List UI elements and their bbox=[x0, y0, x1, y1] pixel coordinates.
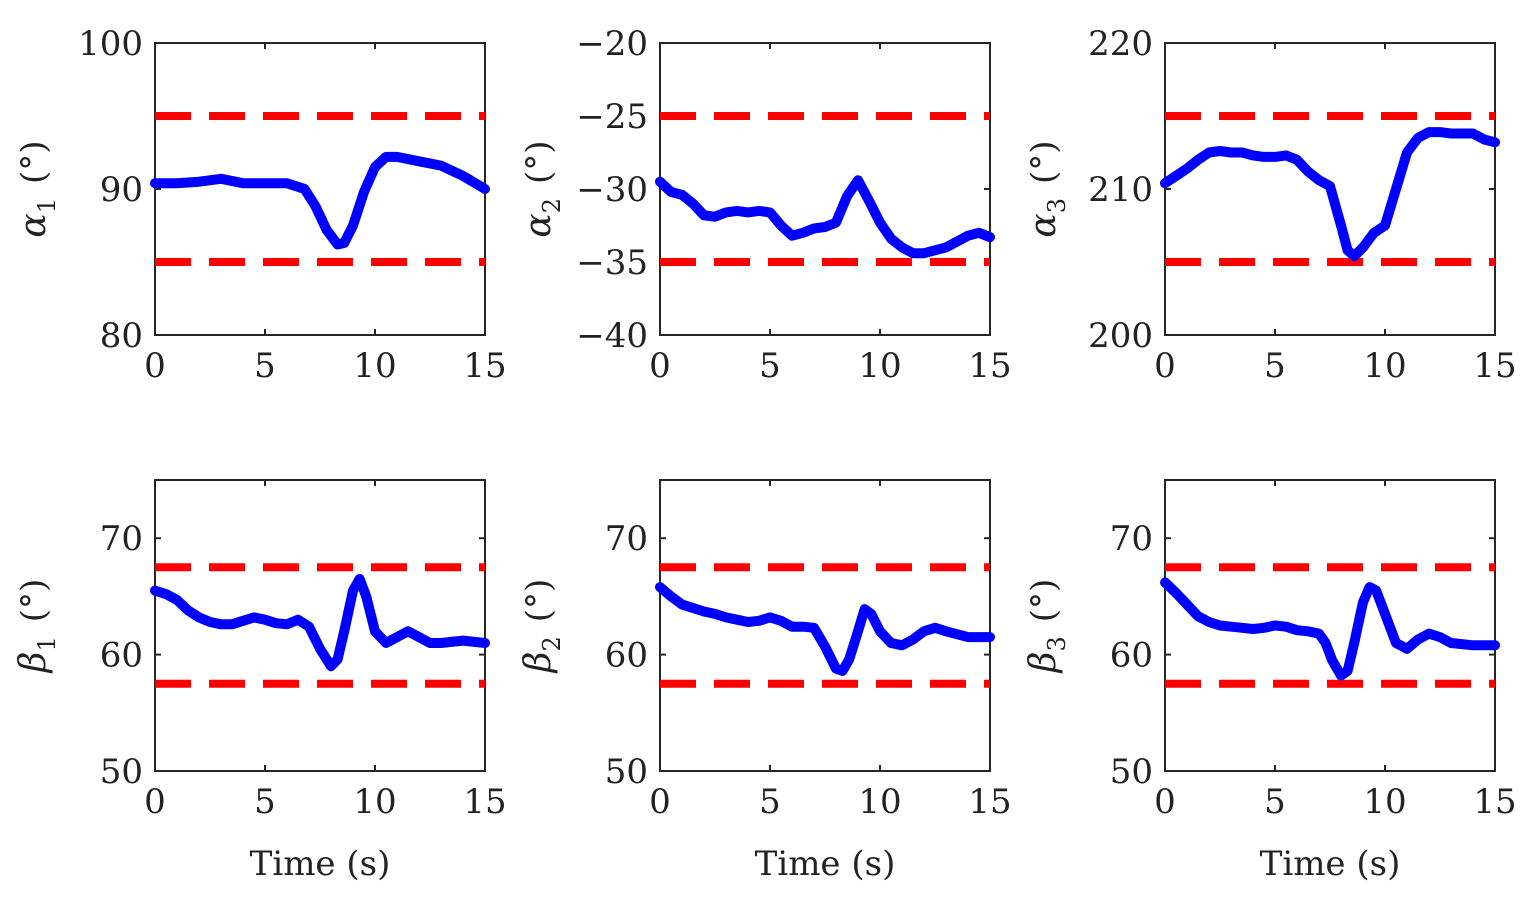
y-axis-subscript: 3 bbox=[1043, 636, 1071, 651]
y-axis-symbol: β bbox=[1023, 652, 1064, 675]
axes-frame bbox=[659, 42, 991, 336]
x-tick-label: 15 bbox=[1473, 782, 1516, 822]
axes-frame bbox=[1164, 479, 1496, 772]
x-tick-label: 15 bbox=[463, 782, 506, 822]
y-axis-label: β2 (°) bbox=[518, 579, 566, 675]
y-axis-subscript: 2 bbox=[538, 636, 566, 651]
x-tick-label: 0 bbox=[144, 782, 166, 822]
y-axis-label: β1 (°) bbox=[13, 579, 61, 675]
x-tick-label: 5 bbox=[759, 782, 781, 822]
y-tick-label: 90 bbox=[100, 170, 143, 210]
x-tick-label: 10 bbox=[1363, 346, 1406, 386]
y-axis-label: α3 (°) bbox=[1023, 140, 1071, 237]
y-axis-subscript: 2 bbox=[538, 198, 566, 213]
x-tick-label: 5 bbox=[254, 782, 276, 822]
subplot-4: 50 60 70 0 5 10 15 β1 (°) Time (s) bbox=[13, 479, 507, 884]
series-line-beta2 bbox=[655, 582, 995, 676]
x-tick-label: 0 bbox=[649, 782, 671, 822]
y-tick-label: 60 bbox=[1110, 636, 1153, 676]
y-tick-label: 70 bbox=[100, 519, 143, 559]
y-tick-label: −30 bbox=[576, 170, 648, 210]
axes-frame bbox=[154, 479, 486, 772]
x-tick-label: 0 bbox=[144, 346, 166, 386]
x-axis-label: Time (s) bbox=[1260, 844, 1401, 884]
axes-frame bbox=[659, 479, 991, 772]
y-axis-symbol: α bbox=[13, 213, 54, 237]
y-tick-label: 60 bbox=[100, 636, 143, 676]
y-tick-label: −20 bbox=[576, 24, 648, 64]
y-tick-label: −35 bbox=[576, 243, 648, 283]
series-line-alpha1 bbox=[150, 151, 490, 250]
x-tick-label: 0 bbox=[1154, 782, 1176, 822]
y-axis-symbol: β bbox=[518, 652, 559, 675]
y-axis-unit: (°) bbox=[14, 140, 54, 184]
subplot-6: 50 60 70 0 5 10 15 β3 (°) Time (s) bbox=[1023, 479, 1517, 884]
x-tick-label: 10 bbox=[1363, 782, 1406, 822]
x-axis-label: Time (s) bbox=[250, 844, 391, 884]
x-tick-label: 10 bbox=[353, 782, 396, 822]
x-tick-label: 10 bbox=[858, 346, 901, 386]
axes-frame bbox=[154, 42, 486, 336]
y-axis-symbol: α bbox=[518, 213, 559, 237]
y-axis-subscript: 3 bbox=[1043, 198, 1071, 213]
subplot-5: 50 60 70 0 5 10 15 β2 (°) Time (s) bbox=[518, 479, 1012, 884]
y-axis-symbol: β bbox=[13, 652, 54, 675]
series-line-alpha2 bbox=[655, 175, 995, 259]
x-tick-label: 0 bbox=[649, 346, 671, 386]
x-tick-label: 15 bbox=[968, 346, 1011, 386]
y-axis-subscript: 1 bbox=[33, 198, 61, 213]
x-tick-label: 0 bbox=[1154, 346, 1176, 386]
y-tick-label: −40 bbox=[576, 316, 648, 356]
y-tick-label: 200 bbox=[1088, 316, 1153, 356]
y-axis-unit: (°) bbox=[519, 140, 559, 184]
y-tick-label: −25 bbox=[576, 97, 648, 137]
y-axis-unit: (°) bbox=[1024, 579, 1064, 623]
y-tick-label: 50 bbox=[605, 752, 648, 792]
x-tick-label: 15 bbox=[1473, 346, 1516, 386]
x-tick-label: 5 bbox=[1264, 346, 1286, 386]
x-tick-label: 5 bbox=[254, 346, 276, 386]
y-axis-label: β3 (°) bbox=[1023, 579, 1071, 675]
y-axis-label: α1 (°) bbox=[13, 140, 61, 237]
y-tick-label: 70 bbox=[605, 519, 648, 559]
subplot-1: 80 90 100 0 5 10 15 α1 (°) bbox=[13, 24, 507, 386]
y-tick-label: 60 bbox=[605, 636, 648, 676]
subplot-2: −40 −35 −30 −25 −20 0 5 10 15 α2 (°) bbox=[518, 24, 1012, 386]
y-axis-unit: (°) bbox=[1024, 140, 1064, 184]
series-line-beta1 bbox=[150, 573, 490, 672]
x-axis-label: Time (s) bbox=[755, 844, 896, 884]
x-tick-label: 5 bbox=[759, 346, 781, 386]
x-tick-label: 10 bbox=[858, 782, 901, 822]
x-tick-label: 15 bbox=[968, 782, 1011, 822]
y-axis-unit: (°) bbox=[519, 579, 559, 623]
x-tick-label: 5 bbox=[1264, 782, 1286, 822]
y-tick-label: 220 bbox=[1088, 24, 1153, 64]
y-axis-symbol: α bbox=[1023, 213, 1064, 237]
series-line-beta3 bbox=[1160, 577, 1500, 681]
y-axis-label: α2 (°) bbox=[518, 140, 566, 237]
subplot-3: 200 210 220 0 5 10 15 α3 (°) bbox=[1023, 24, 1517, 386]
x-tick-label: 15 bbox=[463, 346, 506, 386]
y-tick-label: 70 bbox=[1110, 519, 1153, 559]
y-tick-label: 50 bbox=[100, 752, 143, 792]
y-tick-label: 50 bbox=[1110, 752, 1153, 792]
y-axis-subscript: 1 bbox=[33, 636, 61, 651]
series-line-alpha3 bbox=[1160, 127, 1500, 262]
y-tick-label: 100 bbox=[78, 24, 143, 64]
x-tick-label: 10 bbox=[353, 346, 396, 386]
y-tick-label: 80 bbox=[100, 316, 143, 356]
y-tick-label: 210 bbox=[1088, 170, 1153, 210]
y-axis-unit: (°) bbox=[14, 579, 54, 623]
